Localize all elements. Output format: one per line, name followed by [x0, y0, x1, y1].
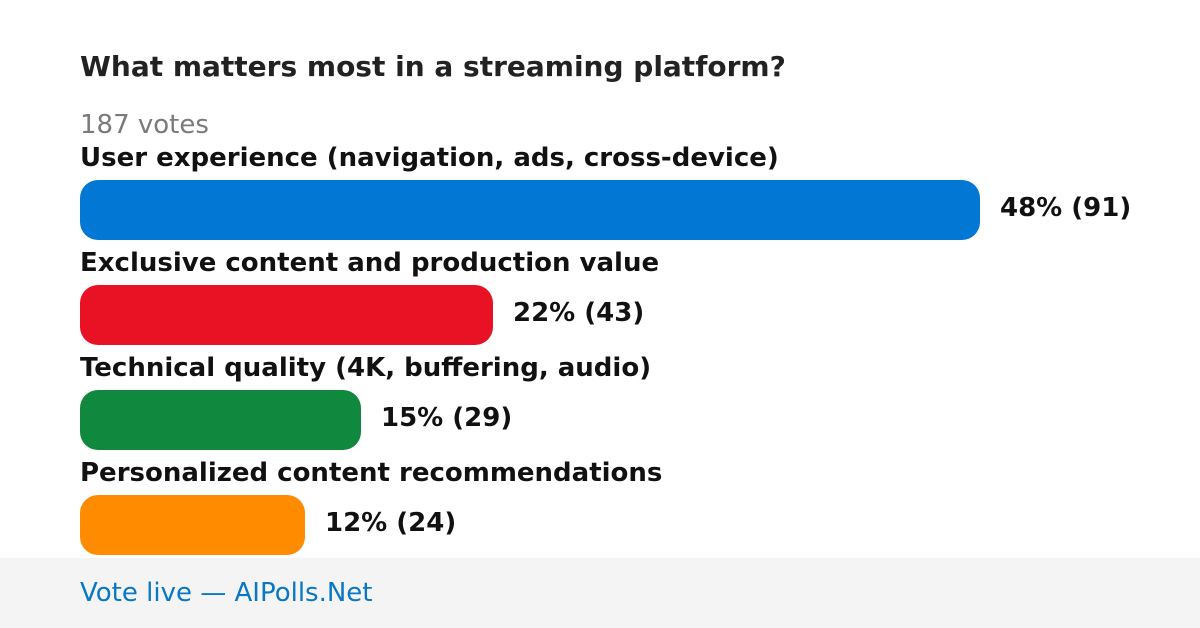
option-value-label: 48% (91) [1000, 193, 1132, 223]
option-label: Technical quality (4K, buffering, audio) [80, 353, 652, 383]
vote-live-link[interactable]: Vote live — AIPolls.Net [80, 578, 373, 608]
vote-count: 187 votes [80, 110, 209, 140]
option-label: Exclusive content and production value [80, 248, 660, 278]
option-value-label: 15% (29) [381, 403, 513, 433]
option-value-label: 22% (43) [513, 298, 645, 328]
option-label: User experience (navigation, ads, cross-… [80, 143, 779, 173]
option-bar [80, 495, 305, 555]
option-bar [80, 285, 493, 345]
option-label: Personalized content recommendations [80, 458, 663, 488]
option-value-label: 12% (24) [325, 508, 457, 538]
footer: Vote live — AIPolls.Net [0, 558, 1200, 628]
option-bar [80, 390, 361, 450]
poll-title: What matters most in a streaming platfor… [80, 50, 786, 83]
option-bar [80, 180, 980, 240]
